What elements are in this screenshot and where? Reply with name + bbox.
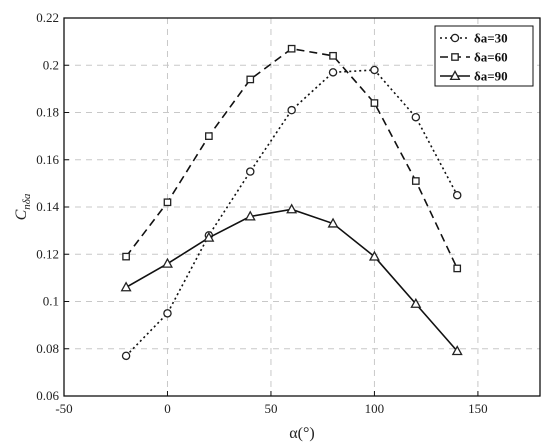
data-point-square	[246, 75, 255, 84]
legend-marker-triangle	[449, 70, 461, 81]
y-axis-label: Cnδa	[13, 193, 33, 220]
data-point-square	[205, 132, 213, 140]
legend: δa=30 δa=60 δa=90	[434, 25, 534, 87]
grid	[64, 18, 540, 396]
data-point-triangle	[286, 203, 298, 214]
data-point-circle	[411, 112, 421, 122]
y-tick-label: 0.14	[36, 199, 59, 214]
data-point-square	[122, 252, 130, 261]
data-point-circle	[287, 105, 296, 115]
y-tick-label: 0.08	[36, 341, 59, 356]
data-point-square	[453, 264, 462, 273]
y-axis-label-subscript: nδa	[21, 193, 33, 210]
x-tick-label: -50	[55, 401, 72, 416]
data-point-triangle	[451, 345, 463, 356]
data-point-square	[163, 198, 172, 207]
data-point-triangle	[120, 281, 132, 292]
data-point-triangle	[244, 210, 256, 221]
series-line	[125, 47, 458, 269]
y-tick-label: 0.2	[43, 57, 59, 72]
x-axis-label: α(°)	[289, 425, 314, 442]
series-triangle	[120, 203, 463, 356]
data-point-square	[287, 44, 296, 53]
y-axis-label-group: Cnδa	[13, 193, 33, 220]
y-tick-label: 0.06	[36, 388, 59, 403]
data-point-circle	[328, 68, 338, 77]
data-point-square	[329, 51, 337, 60]
y-tick-label: 0.16	[36, 152, 59, 167]
series-line	[125, 208, 458, 352]
series-square	[122, 44, 462, 273]
y-tick-label: 0.22	[36, 10, 59, 25]
x-tick-label: 50	[264, 401, 277, 416]
y-axis-label-main: C	[13, 209, 30, 220]
x-tick-label: 150	[468, 401, 488, 416]
y-tick-label: 0.12	[36, 246, 59, 261]
legend-label: δa=60	[474, 50, 508, 65]
data-point-circle	[121, 351, 131, 361]
data-point-triangle	[327, 217, 339, 228]
y-tick-label: 0.1	[43, 294, 59, 309]
y-tick-label: 0.18	[36, 105, 59, 120]
x-tick-label: 0	[164, 401, 171, 416]
legend-marker-square	[451, 53, 459, 61]
data-point-circle	[163, 309, 172, 318]
data-point-square	[370, 99, 379, 107]
x-tick-label: 100	[365, 401, 385, 416]
data-point-circle	[246, 167, 255, 176]
data-point-square	[411, 177, 420, 185]
data-point-triangle	[410, 297, 422, 308]
legend-label: δa=30	[474, 31, 508, 46]
data-point-circle	[452, 190, 462, 200]
data-point-triangle	[161, 257, 173, 268]
data-point-triangle	[368, 250, 380, 261]
series-group	[120, 44, 463, 361]
data-point-circle	[370, 65, 379, 75]
axis-ticks: -50 0 50 100 150 0.06 0.08 0.1 0.12 0.14 0.16 0.18 0…	[36, 10, 487, 416]
legend-marker-circle	[450, 33, 460, 43]
data-point-triangle	[203, 231, 215, 242]
legend-label: δa=90	[474, 69, 508, 84]
